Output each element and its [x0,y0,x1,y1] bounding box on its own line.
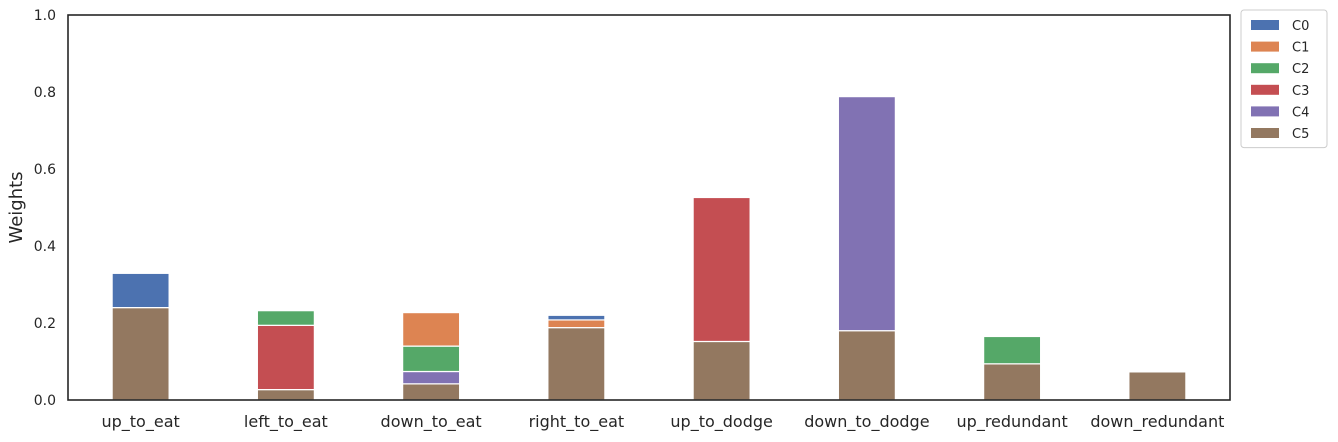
bar-C2-up_redundant [983,335,1042,365]
bar-C1-down_to_eat [402,312,461,347]
y-axis-label: Weights [6,171,27,243]
legend-label-C2: C2 [1292,62,1309,77]
legend-label-C0: C0 [1292,19,1309,34]
x-tick-label: right_to_eat [529,412,625,432]
y-tick-label: 0.4 [34,239,56,255]
bar-C3-up_to_dodge [692,196,751,343]
bar-C5-up_to_eat [111,307,170,401]
x-tick-label: up_redundant [957,412,1068,432]
x-tick-label: left_to_eat [244,412,328,432]
bar-C5-up_to_dodge [692,340,751,401]
legend-swatch-C5 [1251,128,1279,138]
legend-label-C5: C5 [1292,127,1309,142]
y-tick-label: 0.6 [34,162,56,178]
bar-C1-right_to_eat [547,319,606,329]
legend-label-C3: C3 [1292,84,1309,99]
bar-C3-left_to_eat [256,324,315,391]
legend-swatch-C4 [1251,106,1279,117]
bar-C2-down_to_eat [402,345,461,373]
y-tick-label: 1.0 [34,8,56,24]
bar-C5-down_redundant [1128,371,1187,401]
bar-C2-left_to_eat [256,310,315,326]
x-axis-ticks: up_to_eat left_to_eat down_to_eat right_to_… [101,412,1224,432]
y-tick-label: 0.2 [34,316,56,332]
bar-C4-down_to_eat [402,370,461,385]
x-tick-label: up_to_eat [101,412,179,432]
legend-swatch-C3 [1251,84,1279,95]
bar-C5-right_to_eat [547,327,606,401]
y-tick-label: 0.0 [34,393,56,409]
legend-swatch-C1 [1251,41,1279,52]
x-tick-label: down_to_dodge [804,412,929,432]
legend-label-C1: C1 [1292,41,1309,56]
legend-swatch-C2 [1251,63,1279,74]
bar-C5-left_to_eat [256,389,315,401]
x-tick-label: down_redundant [1090,412,1224,432]
bar-C5-down_to_eat [402,383,461,401]
legend: C0 C1 C2 C3 C4 C5 [1240,9,1328,149]
bar-C0-up_to_eat [111,272,170,309]
y-tick-label: 0.8 [34,85,56,101]
bars-layer [111,96,1187,401]
bar-C5-down_to_dodge [837,330,896,401]
bar-C4-down_to_dodge [837,96,896,332]
x-tick-label: up_to_dodge [670,412,772,432]
plot-frame [67,14,1231,401]
y-axis-ticks: 0.0 0.2 0.4 0.6 0.8 1.0 [34,8,56,409]
legend-label-C4: C4 [1292,105,1309,120]
bar-C5-up_redundant [983,363,1042,401]
legend-swatch-C0 [1251,20,1279,30]
bar-C0-right_to_eat [547,314,606,321]
x-tick-label: down_to_eat [381,412,482,432]
legend-box [1240,9,1328,149]
